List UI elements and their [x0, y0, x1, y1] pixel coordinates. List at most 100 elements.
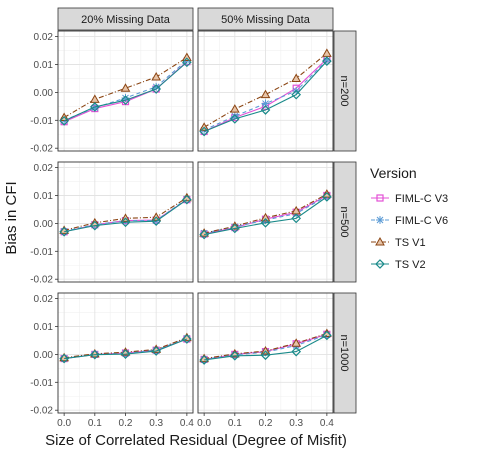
facet-strip-row [333, 30, 357, 152]
x-tick-label: 0.1 [88, 418, 102, 429]
y-tick-label: -0.01 [30, 116, 53, 127]
x-tick-label: 0.4 [180, 418, 194, 429]
data-point [229, 223, 240, 234]
panel-border [57, 161, 194, 283]
data-point [59, 353, 69, 364]
facet-strip-row-label: n=500 [338, 207, 350, 238]
data-point [59, 116, 69, 126]
y-tick-label: 0.00 [34, 88, 54, 99]
data-point [261, 99, 270, 108]
x-tick-label: 0.4 [320, 418, 334, 429]
y-tick-label: 0.01 [34, 322, 54, 333]
data-point [151, 72, 162, 81]
data-point [229, 350, 240, 361]
series-line [203, 52, 328, 128]
data-point [230, 112, 239, 121]
data-point [260, 105, 271, 115]
data-point [291, 346, 302, 357]
facet-panel: -0.02 -0.01 0.00 0.01 0.02 [30, 30, 194, 155]
data-point [90, 103, 99, 112]
data-point [120, 217, 131, 228]
panel-border [197, 161, 334, 283]
x-tick-label: 0.3 [289, 418, 303, 429]
data-point [322, 330, 332, 341]
data-point [89, 349, 100, 360]
data-point [182, 52, 192, 62]
y-tick-label: -0.02 [30, 144, 53, 155]
legend-entry: FIML-C V3 [371, 193, 448, 205]
series-line [63, 61, 188, 122]
facet-panel: -0.02 -0.01 0.00 0.01 0.02 0.0 0.1 0.2 0.3 0.4 [30, 292, 194, 429]
data-point [322, 192, 332, 202]
data-point [120, 349, 131, 359]
x-axis-title: Size of Correlated Residual (Degree of M… [45, 432, 347, 449]
legend-marker [375, 236, 385, 246]
facet-panels: 20% Missing Data 50% Missing Data n=200 n=5… [30, 7, 357, 429]
legend-label: TS V2 [395, 259, 426, 271]
series-line [204, 196, 328, 236]
facet-strip-row-label: n=200 [338, 76, 350, 107]
facet-strip-column-label: 20% Missing Data [81, 14, 171, 26]
x-tick-label: 0.3 [149, 418, 163, 429]
data-point [229, 114, 240, 124]
series-line [204, 195, 328, 234]
data-point [260, 350, 271, 361]
series-line [63, 57, 188, 118]
facet-strip-column [57, 7, 194, 31]
facet-strip-row-label: n=1000 [338, 334, 350, 371]
series-line [204, 334, 328, 361]
series-line [64, 199, 188, 233]
data-point [182, 57, 192, 68]
data-point [120, 83, 131, 92]
y-tick-label: 0.02 [34, 163, 54, 174]
legend-title: Version [370, 165, 417, 181]
data-point [291, 89, 302, 100]
data-point [260, 212, 271, 222]
legend-entry: FIML-C V6 [371, 215, 448, 227]
legend-marker [375, 259, 385, 269]
data-point [151, 84, 162, 94]
panel-border [197, 30, 334, 152]
data-point [322, 56, 331, 65]
facet-strip-row [333, 292, 357, 414]
data-point [291, 213, 302, 224]
facet-panel: -0.02 -0.01 0.00 0.01 0.02 [30, 161, 194, 286]
x-tick-label: 0.2 [259, 418, 273, 429]
x-tick-label: 0.1 [228, 418, 242, 429]
y-tick-label: -0.02 [30, 275, 53, 286]
data-point [152, 82, 161, 91]
legend-marker [376, 194, 384, 202]
data-point [199, 355, 209, 365]
data-point [151, 346, 162, 356]
data-point [89, 102, 100, 112]
data-point [121, 93, 130, 102]
y-tick-label: 0.02 [34, 32, 54, 43]
y-tick-label: 0.01 [34, 191, 54, 202]
y-tick-label: 0.01 [34, 60, 54, 71]
facet-strip-column [197, 7, 334, 31]
data-point [291, 338, 302, 347]
data-point [182, 194, 192, 205]
data-point [199, 126, 209, 137]
y-tick-label: -0.02 [30, 406, 53, 417]
legend-label: FIML-C V3 [395, 193, 448, 205]
data-point [260, 217, 271, 228]
data-point [322, 56, 332, 66]
facet-strip-column-label: 50% Missing Data [221, 14, 311, 26]
x-tick-label: 0.0 [197, 418, 211, 429]
data-point [260, 89, 271, 99]
y-tick-label: 0.00 [34, 350, 54, 361]
data-point [229, 104, 240, 113]
data-point [89, 220, 100, 231]
y-axis-title: Bias in CFI [3, 181, 20, 254]
data-point [59, 226, 69, 237]
y-tick-label: 0.02 [34, 294, 54, 305]
facet-strip-row [333, 161, 357, 283]
y-tick-label: 0.00 [34, 219, 54, 230]
data-point [151, 216, 162, 227]
data-point [291, 73, 302, 82]
series-line [203, 60, 328, 132]
y-tick-label: -0.01 [30, 247, 53, 258]
data-point [199, 229, 209, 240]
